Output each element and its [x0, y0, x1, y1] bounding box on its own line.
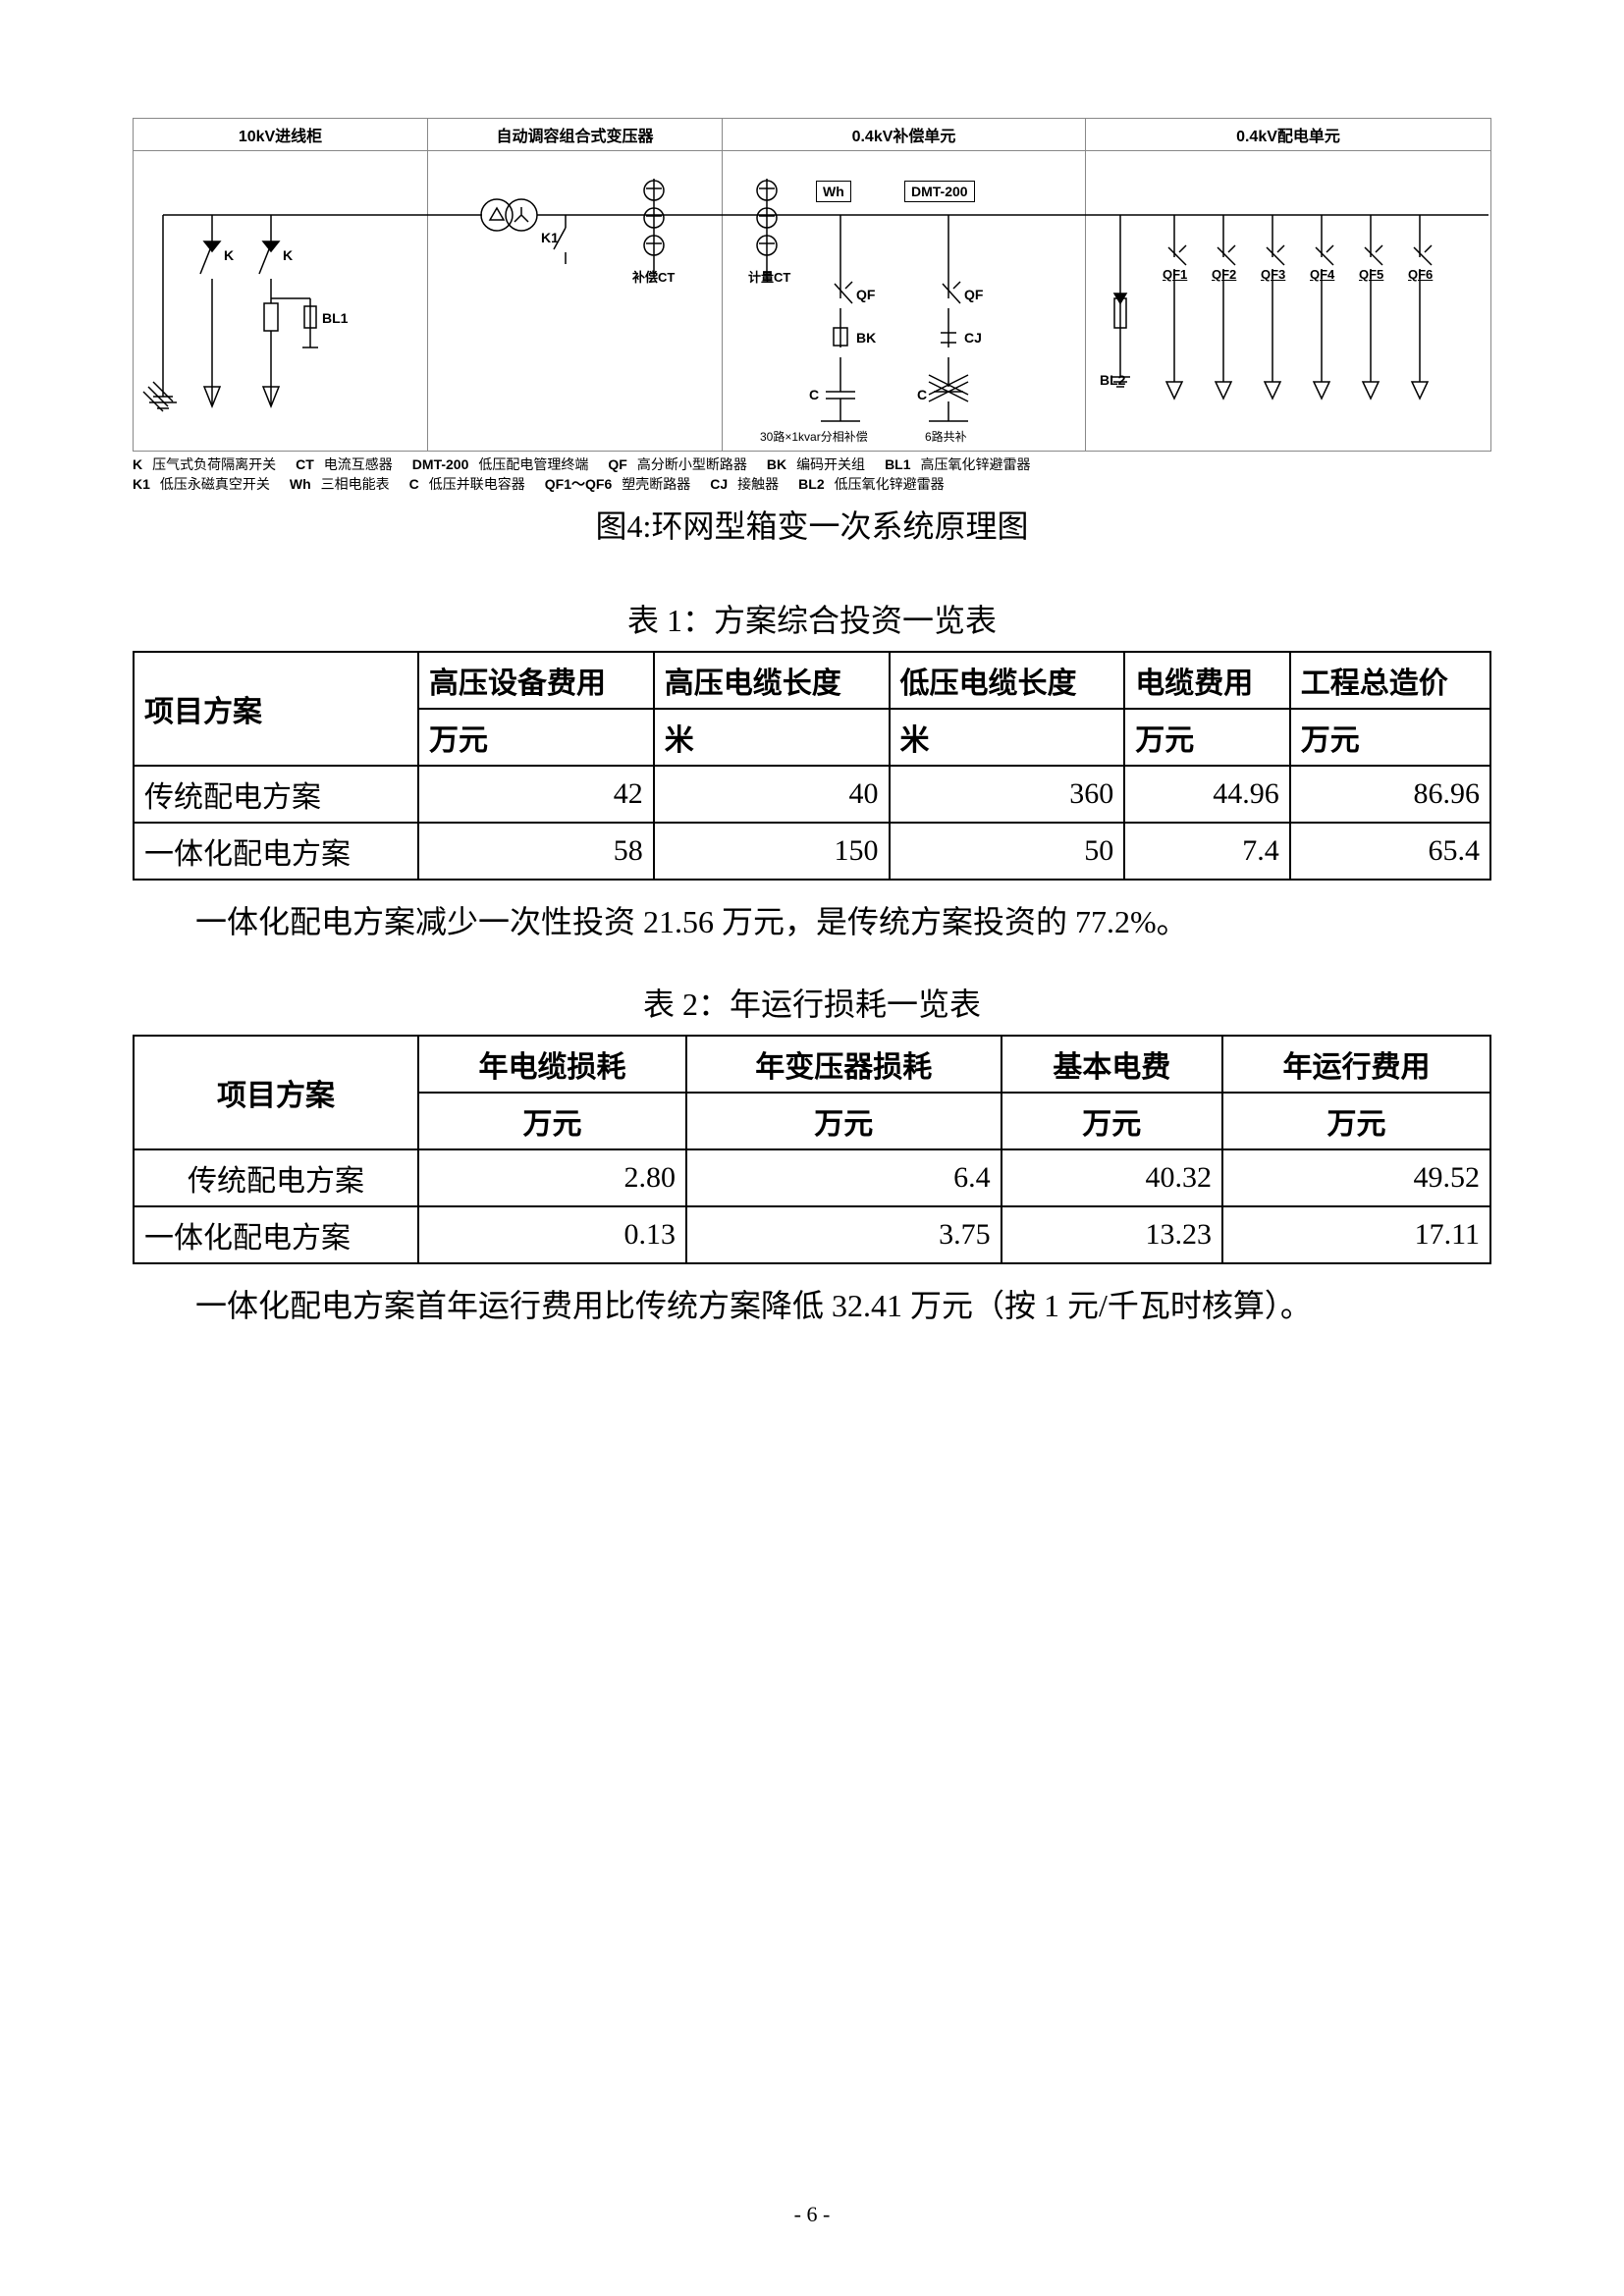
t1-r0-v5: 86.96: [1290, 766, 1490, 823]
t1-h-c3b: 米: [890, 709, 1125, 766]
table-row: 传统配电方案 2.80 6.4 40.32 49.52: [134, 1149, 1490, 1206]
section-title-1: 10kV进线柜: [134, 119, 427, 151]
label-QF5: QF5: [1359, 267, 1383, 282]
t1-r0-v2: 40: [654, 766, 890, 823]
label-K-left: K: [224, 247, 234, 263]
t1-r1-v5: 65.4: [1290, 823, 1490, 880]
t1-h-c5a: 工程总造价: [1290, 652, 1490, 709]
t1-h-c0: 项目方案: [134, 652, 418, 766]
label-note2: 6路共补: [925, 428, 967, 445]
label-BL2: BL2: [1100, 372, 1125, 388]
t1-h-c1a: 高压设备费用: [418, 652, 654, 709]
label-BK: BK: [856, 330, 876, 346]
label-K1: K1: [541, 230, 559, 245]
t2-r1-name: 一体化配电方案: [134, 1206, 418, 1263]
label-Wh: Wh: [816, 181, 851, 202]
t2-r0-v1: 2.80: [418, 1149, 686, 1206]
label-note1: 30路×1kvar分相补偿: [760, 428, 868, 445]
circuit-diagram: 10kV进线柜: [133, 118, 1491, 452]
t2-r0-v2: 6.4: [686, 1149, 1001, 1206]
t2-h-c1a: 年电缆损耗: [418, 1036, 686, 1093]
table-row: 项目方案 高压设备费用 高压电缆长度 低压电缆长度 电缆费用 工程总造价: [134, 652, 1490, 709]
t1-r1-v3: 50: [890, 823, 1125, 880]
t1-r0-v1: 42: [418, 766, 654, 823]
t1-h-c3a: 低压电缆长度: [890, 652, 1125, 709]
schematic-s4: [1086, 151, 1489, 457]
t2-r1-v3: 13.23: [1001, 1206, 1222, 1263]
table-row: 传统配电方案 42 40 360 44.96 86.96: [134, 766, 1490, 823]
paragraph-2: 一体化配电方案首年运行费用比传统方案降低 32.41 万元（按 1 元/千瓦时核…: [133, 1276, 1491, 1336]
label-QF3: QF3: [1261, 267, 1285, 282]
section-dist-unit: 0.4kV配电单元: [1086, 119, 1490, 451]
table-1: 项目方案 高压设备费用 高压电缆长度 低压电缆长度 电缆费用 工程总造价 万元 …: [133, 651, 1491, 881]
t2-h-c0: 项目方案: [134, 1036, 418, 1149]
label-CJ: CJ: [964, 330, 982, 346]
t1-h-c2b: 米: [654, 709, 890, 766]
t1-h-c2a: 高压电缆长度: [654, 652, 890, 709]
paragraph-1: 一体化配电方案减少一次性投资 21.56 万元，是传统方案投资的 77.2%。: [133, 892, 1491, 952]
t1-h-c4a: 电缆费用: [1124, 652, 1290, 709]
t1-r1-v2: 150: [654, 823, 890, 880]
section-10kv-inlet: 10kV进线柜: [134, 119, 428, 451]
label-QF6: QF6: [1408, 267, 1433, 282]
section-comp-unit: 0.4kV补偿单元: [723, 119, 1086, 451]
table1-caption: 表 1：方案综合投资一览表: [133, 596, 1491, 641]
label-DMT200: DMT-200: [904, 181, 975, 202]
t2-r1-v4: 17.11: [1222, 1206, 1490, 1263]
table-2: 项目方案 年电缆损耗 年变压器损耗 基本电费 年运行费用 万元 万元 万元 万元…: [133, 1035, 1491, 1264]
diagram-legend: K压气式负荷隔离开关 CT电流互感器 DMT-200低压配电管理终端 QF高分断…: [133, 455, 1491, 494]
t1-r1-name: 一体化配电方案: [134, 823, 418, 880]
t2-h-c3a: 基本电费: [1001, 1036, 1222, 1093]
schematic-s1: [134, 151, 428, 457]
page-number: - 6 -: [0, 2202, 1624, 2227]
label-K-right: K: [283, 247, 293, 263]
t2-r1-v2: 3.75: [686, 1206, 1001, 1263]
t1-r0-name: 传统配电方案: [134, 766, 418, 823]
t2-r1-v1: 0.13: [418, 1206, 686, 1263]
t1-h-c5b: 万元: [1290, 709, 1490, 766]
label-QF1: QF1: [1163, 267, 1187, 282]
label-C-left: C: [809, 387, 819, 402]
t1-r0-v4: 44.96: [1124, 766, 1290, 823]
label-QF-left: QF: [856, 287, 875, 302]
t1-h-c1b: 万元: [418, 709, 654, 766]
table-row: 一体化配电方案 0.13 3.75 13.23 17.11: [134, 1206, 1490, 1263]
label-QF2: QF2: [1212, 267, 1236, 282]
section-title-3: 0.4kV补偿单元: [723, 119, 1085, 151]
section-title-2: 自动调容组合式变压器: [428, 119, 722, 151]
label-BL1: BL1: [322, 310, 348, 326]
t2-r0-v3: 40.32: [1001, 1149, 1222, 1206]
table-row: 一体化配电方案 58 150 50 7.4 65.4: [134, 823, 1490, 880]
label-compCT: 补偿CT: [632, 267, 675, 286]
t2-h-c1b: 万元: [418, 1093, 686, 1149]
t2-h-c4b: 万元: [1222, 1093, 1490, 1149]
label-C-right: C: [917, 387, 927, 402]
t1-r1-v4: 7.4: [1124, 823, 1290, 880]
t1-r0-v3: 360: [890, 766, 1125, 823]
table-row: 项目方案 年电缆损耗 年变压器损耗 基本电费 年运行费用: [134, 1036, 1490, 1093]
label-meterCT: 计量CT: [748, 267, 790, 286]
t2-h-c4a: 年运行费用: [1222, 1036, 1490, 1093]
t1-h-c4b: 万元: [1124, 709, 1290, 766]
t2-h-c2b: 万元: [686, 1093, 1001, 1149]
label-QF-right: QF: [964, 287, 983, 302]
table2-caption: 表 2：年运行损耗一览表: [133, 980, 1491, 1025]
t2-h-c2a: 年变压器损耗: [686, 1036, 1001, 1093]
t2-r0-name: 传统配电方案: [134, 1149, 418, 1206]
t2-h-c3b: 万元: [1001, 1093, 1222, 1149]
figure-caption: 图4:环网型箱变一次系统原理图: [133, 502, 1491, 547]
t2-r0-v4: 49.52: [1222, 1149, 1490, 1206]
schematic-s2: [428, 151, 723, 457]
section-transformer: 自动调容组合式变压器: [428, 119, 723, 451]
label-QF4: QF4: [1310, 267, 1334, 282]
t1-r1-v1: 58: [418, 823, 654, 880]
section-title-4: 0.4kV配电单元: [1086, 119, 1490, 151]
